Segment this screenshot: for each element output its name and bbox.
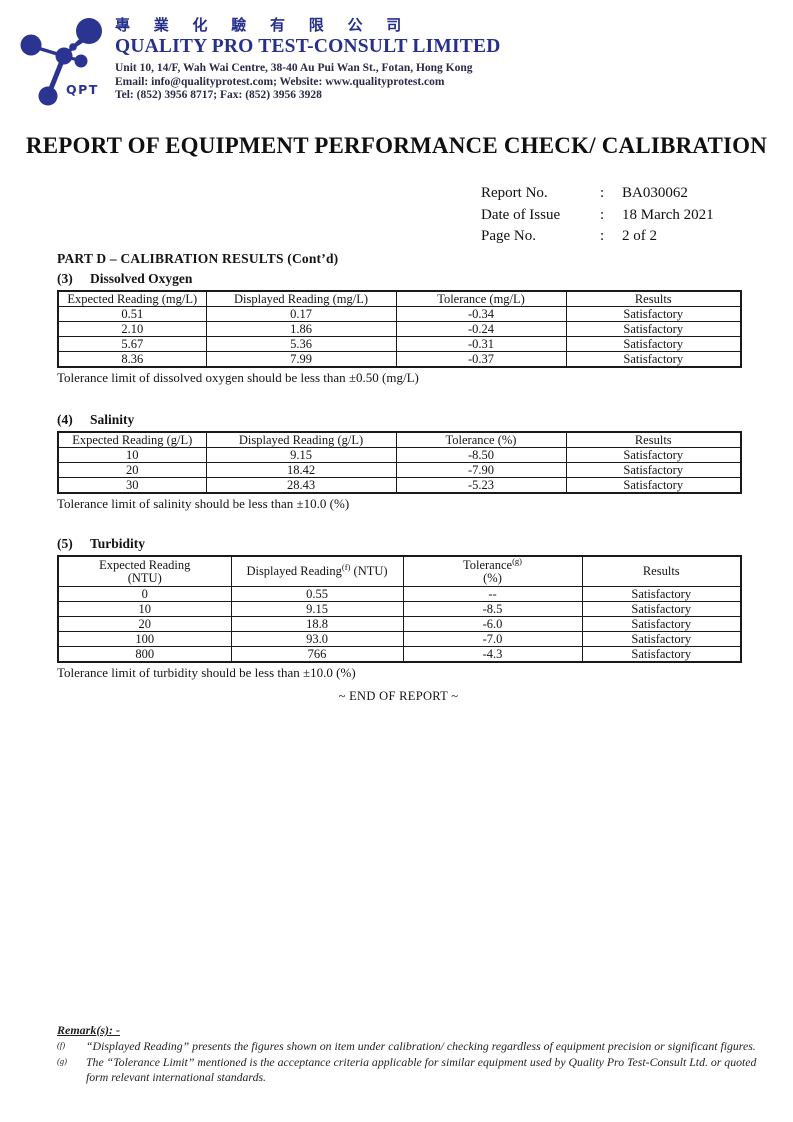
table-row: 0.51 0.17 -0.34 Satisfactory — [57, 306, 742, 322]
section-dissolved-oxygen-heading: (3) Dissolved Oxygen — [57, 271, 740, 287]
col-expected-reading: Expected Reading (g/L) — [57, 431, 207, 448]
page-number-label: Page No. — [481, 228, 536, 244]
table-row: 30 28.43 -5.23 Satisfactory — [57, 477, 742, 494]
section-number: (4) — [57, 412, 73, 427]
col-displayed-reading: Displayed Reading (g/L) — [205, 431, 397, 448]
salinity-table: Expected Reading (g/L) Displayed Reading… — [57, 431, 742, 494]
remark-marker: (g) — [57, 1056, 67, 1066]
table-row: 8.36 7.99 -0.37 Satisfactory — [57, 351, 742, 368]
col-displayed-reading: Displayed Reading (mg/L) — [205, 290, 397, 307]
table-row: 800 766 -4.3 Satisfactory — [57, 646, 742, 663]
table-row: 5.67 5.36 -0.31 Satisfactory — [57, 336, 742, 352]
section-number: (5) — [57, 536, 73, 551]
report-number-row: Report No. : BA030062 — [481, 183, 714, 205]
section-number: (3) — [57, 271, 73, 286]
salinity-tolerance-note: Tolerance limit of salinity should be le… — [57, 496, 350, 511]
section-title: Salinity — [90, 412, 135, 427]
end-of-report-marker: ~ END OF REPORT ~ — [338, 689, 459, 703]
report-info-block: Report No. : BA030062 Date of Issue : 18… — [481, 183, 714, 248]
report-number-value: BA030062 — [622, 185, 688, 201]
remark-text: “Displayed Reading” presents the figures… — [86, 1039, 756, 1053]
table-header-row: Expected Reading (g/L) Displayed Reading… — [57, 431, 742, 448]
company-name-chinese: 專 業 化 驗 有 限 公 司 — [115, 18, 412, 34]
table-header-row: Expected Reading (mg/L) Displayed Readin… — [57, 290, 742, 307]
turbidity-table: Expected Reading (NTU) Displayed Reading(… — [57, 555, 742, 663]
company-email-website: Email: info@qualityprotest.com; Website:… — [115, 75, 445, 88]
section-salinity-heading: (4) Salinity — [57, 412, 740, 428]
table-row: 0 0.55 -- Satisfactory — [57, 586, 742, 602]
table-header-row: Expected Reading (NTU) Displayed Reading(… — [57, 555, 742, 587]
table-row: 10 9.15 -8.50 Satisfactory — [57, 447, 742, 463]
remark-marker: (f) — [57, 1040, 66, 1050]
part-d-heading: PART D – CALIBRATION RESULTS (Cont’d) — [57, 251, 339, 266]
table-row: 20 18.42 -7.90 Satisfactory — [57, 462, 742, 478]
remarks-heading: Remark(s): - — [57, 1023, 120, 1037]
date-of-issue-value: 18 March 2021 — [622, 206, 714, 223]
page-number-value: 2 of 2 — [622, 228, 657, 244]
remark-item-f: (f) “Displayed Reading” presents the fig… — [57, 1039, 757, 1054]
col-tolerance: Tolerance (%) — [395, 431, 567, 448]
company-logo-molecule-icon: QPT — [20, 18, 102, 106]
dissolved-oxygen-tolerance-note: Tolerance limit of dissolved oxygen shou… — [57, 370, 419, 385]
page-number-row: Page No. : 2 of 2 — [481, 226, 714, 248]
company-name-english: QUALITY PRO TEST-CONSULT LIMITED — [115, 36, 501, 57]
logo-qpt-label: QPT — [66, 82, 99, 97]
calibration-results-content: PART D – CALIBRATION RESULTS (Cont’d) (3… — [57, 251, 742, 704]
colon-separator: : — [600, 185, 605, 201]
date-of-issue-label: Date of Issue — [481, 206, 561, 223]
table-row: 10 9.15 -8.5 Satisfactory — [57, 601, 742, 617]
date-of-issue-row: Date of Issue : 18 March 2021 — [481, 205, 714, 227]
section-title: Dissolved Oxygen — [90, 271, 193, 286]
remarks-block: Remark(s): - (f) “Displayed Reading” pre… — [57, 1023, 757, 1085]
col-displayed-reading: Displayed Reading(f) (NTU) — [230, 555, 404, 587]
letterhead: QPT 專 業 化 驗 有 限 公 司 QUALITY PRO TEST-CON… — [10, 8, 501, 110]
col-expected-reading: Expected Reading (mg/L) — [57, 290, 207, 307]
col-results: Results — [581, 555, 742, 587]
remark-text: The “Tolerance Limit” mentioned is the a… — [86, 1055, 757, 1084]
section-turbidity-heading: (5) Turbidity — [57, 536, 740, 552]
dissolved-oxygen-table: Expected Reading (mg/L) Displayed Readin… — [57, 290, 742, 368]
company-address: Unit 10, 14/F, Wah Wai Centre, 38-40 Au … — [115, 62, 473, 74]
table-row: 100 93.0 -7.0 Satisfactory — [57, 631, 742, 647]
col-tolerance: Tolerance (mg/L) — [395, 290, 567, 307]
col-expected-reading: Expected Reading (NTU) — [57, 555, 232, 587]
section-title: Turbidity — [90, 536, 146, 551]
col-tolerance: Tolerance(g) (%) — [402, 555, 583, 587]
report-number-label: Report No. — [481, 185, 548, 201]
table-row: 20 18.8 -6.0 Satisfactory — [57, 616, 742, 632]
colon-separator: : — [600, 228, 605, 244]
table-row: 2.10 1.86 -0.24 Satisfactory — [57, 321, 742, 337]
letterhead-text: 專 業 化 驗 有 限 公 司 QUALITY PRO TEST-CONSULT… — [115, 8, 501, 110]
col-results: Results — [565, 431, 742, 448]
remark-item-g: (g) The “Tolerance Limit” mentioned is t… — [57, 1055, 757, 1085]
company-tel-fax: Tel: (852) 3956 8717; Fax: (852) 3956 39… — [115, 89, 322, 101]
colon-separator: : — [600, 206, 605, 223]
turbidity-tolerance-note: Tolerance limit of turbidity should be l… — [57, 665, 356, 680]
col-results: Results — [565, 290, 742, 307]
report-title: REPORT OF EQUIPMENT PERFORMANCE CHECK/ C… — [25, 133, 768, 158]
